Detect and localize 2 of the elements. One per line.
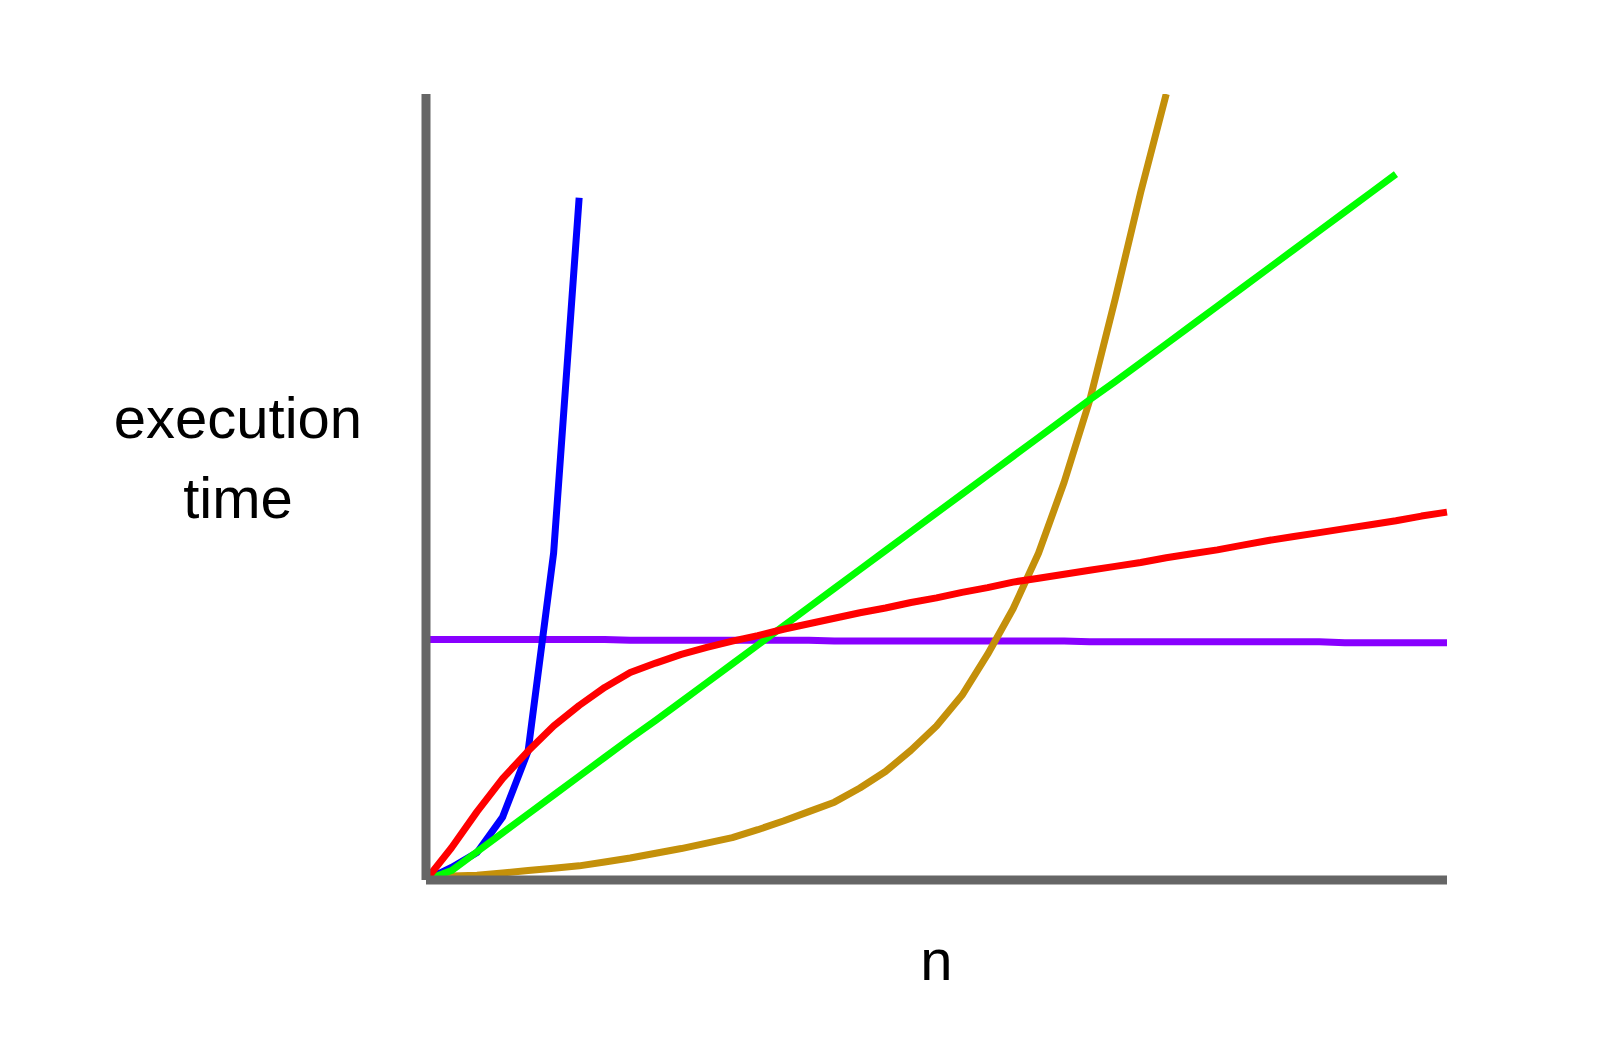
y-axis-title: execution time [112, 384, 364, 532]
x-axis-title: n [920, 927, 953, 992]
